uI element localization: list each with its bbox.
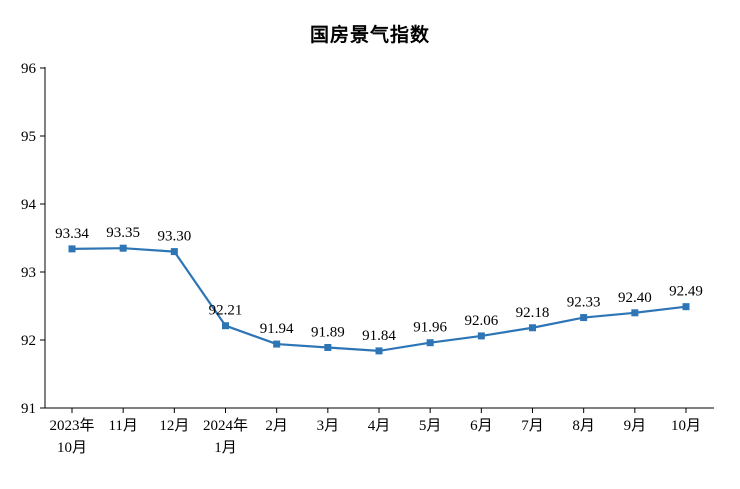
x-axis-label: 9月 <box>624 418 647 434</box>
data-label: 91.84 <box>362 328 396 344</box>
data-label: 92.49 <box>669 284 703 300</box>
x-axis-label: 1月 <box>214 440 237 456</box>
y-tick-label: 94 <box>21 197 37 213</box>
data-point-marker <box>375 347 383 355</box>
chart-title: 国房景气指数 <box>309 25 430 46</box>
x-axis-label: 2023年 <box>49 417 94 434</box>
data-label: 91.89 <box>311 324 345 340</box>
x-axis-label: 2024年 <box>203 417 248 434</box>
data-label: 92.21 <box>209 303 243 319</box>
x-axis-label: 8月 <box>572 418 595 434</box>
data-label: 92.06 <box>464 313 498 329</box>
x-axis-label: 3月 <box>317 418 340 434</box>
data-point-marker <box>273 340 281 348</box>
data-point-marker <box>170 248 178 256</box>
x-axis-label: 4月 <box>368 418 391 434</box>
data-point-marker <box>682 303 690 311</box>
x-axis-label: 5月 <box>419 418 442 434</box>
data-label: 91.94 <box>260 321 294 337</box>
x-axis-label: 12月 <box>159 418 189 434</box>
x-axis-label: 2月 <box>265 418 288 434</box>
data-label: 92.40 <box>618 290 652 306</box>
data-label: 92.18 <box>516 305 550 321</box>
data-point-marker <box>119 244 127 252</box>
data-label: 93.35 <box>106 225 140 241</box>
data-point-marker <box>477 332 485 340</box>
y-tick-label: 96 <box>21 61 37 77</box>
x-axis-label: 10月 <box>57 440 87 456</box>
x-axis-label: 11月 <box>108 418 137 434</box>
data-point-marker <box>631 309 639 317</box>
data-label: 91.96 <box>413 320 447 336</box>
data-point-marker <box>324 343 332 351</box>
data-label: 93.30 <box>157 229 191 245</box>
data-point-marker <box>580 314 588 322</box>
data-point-marker <box>529 324 536 332</box>
y-tick-label: 91 <box>21 401 36 417</box>
data-point-marker <box>426 339 434 347</box>
x-axis-label: 10月 <box>671 418 701 434</box>
y-tick-label: 95 <box>21 129 36 145</box>
data-point-marker <box>68 245 76 253</box>
y-tick-label: 92 <box>21 333 36 349</box>
x-axis-label: 7月 <box>521 418 544 434</box>
data-label: 93.34 <box>55 226 89 242</box>
data-label: 92.33 <box>567 295 601 311</box>
x-axis-label: 6月 <box>470 418 493 434</box>
data-point-marker <box>222 322 229 330</box>
y-tick-label: 93 <box>21 265 36 281</box>
